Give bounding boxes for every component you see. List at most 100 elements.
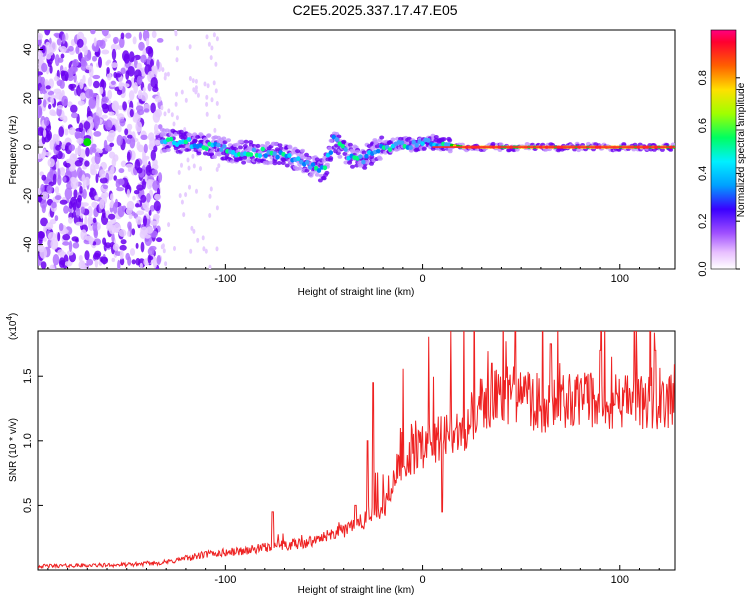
spectrogram-cell — [243, 139, 249, 144]
spectrogram-noise-cell — [55, 159, 60, 171]
spectrogram-ridge-cell — [411, 139, 416, 145]
spectrogram-noise-cell — [101, 30, 109, 37]
spectrogram-noise-cell — [112, 202, 118, 214]
spectrogram-ridge-cell — [328, 150, 334, 156]
spectrogram-ridge-cell — [308, 164, 313, 170]
spectrogram-cell — [241, 160, 247, 165]
spectrogram-noise-cell — [106, 134, 115, 143]
spectrogram-noise-cell — [148, 209, 152, 216]
spectrogram-cell — [304, 152, 309, 157]
spectrogram-noise-cell — [128, 213, 133, 220]
spectrogram-noise-cell — [140, 54, 147, 63]
spectrogram-noise-cell — [214, 88, 218, 94]
spectrogram-noise-cell — [153, 213, 160, 220]
spectrogram-noise-cell — [111, 62, 118, 68]
spectrogram-noise-cell — [116, 187, 124, 192]
spectrogram-cell — [212, 154, 217, 159]
spectrogram-cell — [287, 144, 293, 149]
snr-frame — [37, 330, 676, 571]
spectrogram-noise-cell — [217, 114, 221, 120]
spectrogram-ridge-cell — [296, 156, 301, 162]
spectrogram-noise-cell — [96, 98, 100, 111]
spectrogram-noise-cell — [118, 81, 123, 91]
spectrogram-noise-cell — [106, 223, 114, 231]
spectrogram-y-tick-label: 40 — [22, 43, 34, 55]
spectrogram-cell — [668, 147, 674, 152]
spectrogram-noise-cell — [117, 125, 122, 133]
spectrogram-x-tick-label: 100 — [611, 273, 629, 285]
spectrogram-ridge-cell — [183, 139, 189, 145]
spectrogram-noise-cell — [71, 112, 78, 119]
spectrogram-cell — [284, 163, 290, 168]
spectrogram-noise-cell — [182, 212, 186, 218]
spectrogram-noise-cell — [174, 101, 178, 107]
spectrogram-noise-cell — [94, 250, 102, 258]
spectrogram-noise-cell — [136, 141, 141, 151]
spectrogram-noise-cell — [117, 259, 121, 269]
spectrogram-noise-cell — [135, 242, 139, 249]
spectrogram-noise-cell — [100, 256, 109, 265]
spectrogram-noise-cell — [48, 103, 52, 110]
spectrogram-noise-cell — [40, 76, 46, 86]
spectrogram-ridge-cell — [358, 154, 363, 160]
spectrogram-noise-cell — [66, 250, 74, 256]
spectrogram-noise-cell — [203, 81, 207, 87]
spectrogram-noise-cell — [42, 148, 47, 158]
spectrogram-cell — [280, 161, 286, 165]
spectrogram-noise-cell — [94, 259, 99, 268]
spectrogram-cell — [342, 151, 348, 156]
spectrogram-noise-cell — [95, 173, 99, 184]
spectrogram-noise-cell — [153, 200, 161, 212]
spectrogram-noise-cell — [145, 164, 152, 176]
spectrogram-x-tick-label: -100 — [214, 273, 236, 285]
spectrogram-ridge-cell — [231, 150, 236, 155]
spectrogram-cell — [255, 143, 261, 148]
spectrogram-noise-cell — [195, 188, 198, 194]
spectrogram-ridge-cell — [186, 137, 192, 142]
spectrogram-noise-cell — [61, 89, 65, 98]
spectrogram-noise-cell — [67, 74, 74, 82]
spectrogram-noise-cell — [90, 168, 97, 176]
spectrogram-noise-cell — [136, 75, 143, 85]
spectrogram-noise-cell — [69, 83, 77, 89]
spectrogram-noise-cell — [99, 39, 106, 50]
spectrogram-noise-cell — [88, 97, 97, 109]
spectrogram-noise-cell — [57, 249, 65, 256]
spectrogram-noise-cell — [118, 168, 125, 174]
spectrogram-ridge-cell — [204, 146, 209, 152]
spectrogram-noise-cell — [42, 237, 47, 242]
spectrogram-noise-cell — [82, 182, 86, 190]
spectrogram-noise-cell — [46, 54, 51, 60]
spectrogram-noise-cell — [184, 192, 188, 198]
spectrogram-cell — [314, 172, 320, 177]
spectrogram-cell — [295, 149, 301, 154]
spectrogram-noise-cell — [123, 83, 130, 88]
spectrogram-cell — [297, 166, 303, 171]
spectrogram-noise-cell — [113, 175, 117, 181]
spectrogram-cell — [421, 146, 427, 151]
spectrogram-cell — [317, 178, 323, 183]
spectrogram-noise-cell — [187, 165, 191, 171]
spectrogram-noise-cell — [44, 151, 52, 156]
spectrogram-noise-cell — [110, 43, 118, 51]
spectrogram-noise-cell — [48, 46, 54, 56]
snr-series-line — [38, 331, 675, 570]
spectrogram-noise-cell — [82, 74, 86, 84]
spectrogram-noise-cell — [143, 108, 150, 113]
spectrogram-noise-cell — [59, 199, 68, 205]
spectrogram-noise-cell — [136, 62, 142, 70]
spectrogram-cell — [433, 135, 439, 139]
spectrogram-noise-cell — [118, 229, 127, 237]
spectrogram-noise-cell — [132, 195, 136, 201]
spectrogram-noise-cell — [139, 262, 143, 269]
spectrogram-ridge-cell — [376, 148, 381, 154]
spectrogram-cell — [309, 170, 315, 175]
spectrogram-noise-cell — [126, 188, 130, 198]
spectrogram-noise-cell — [149, 205, 155, 212]
spectrogram-noise-cell — [43, 116, 50, 127]
spectrogram-noise-cell — [53, 32, 61, 37]
spectrogram-cell — [350, 164, 355, 169]
spectrogram-noise-cell — [78, 122, 84, 133]
spectrogram-cell — [514, 147, 520, 152]
spectrogram-ridge-cell — [325, 152, 331, 158]
